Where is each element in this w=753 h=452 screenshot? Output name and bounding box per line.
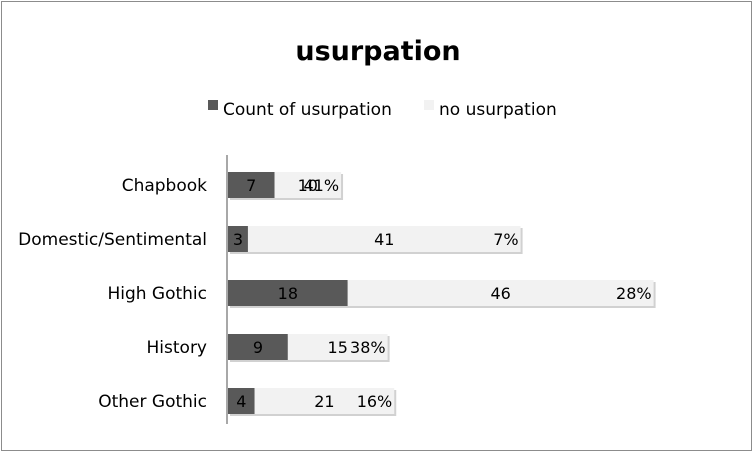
chart-title: usurpation xyxy=(295,36,460,67)
percent-label-domestic-sentimental: 7% xyxy=(493,230,518,249)
bar-domestic-sentimental-count-of-usurpation xyxy=(228,226,248,252)
percent-label-chapbook: 41% xyxy=(303,176,339,195)
value-label-high-gothic-count-of-usurpation: 18 xyxy=(278,284,298,303)
percent-label-history: 38% xyxy=(350,338,386,357)
bar-high-gothic-no-usurpation xyxy=(347,280,654,306)
legend-label-count-of-usurpation: Count of usurpation xyxy=(223,100,392,120)
category-label-history: History xyxy=(147,338,207,358)
value-label-history-no-usurpation: 15 xyxy=(328,338,348,357)
category-label-high-gothic: High Gothic xyxy=(107,284,207,304)
category-label-chapbook: Chapbook xyxy=(122,176,207,196)
category-label-other-gothic: Other Gothic xyxy=(98,392,207,412)
value-label-high-gothic-no-usurpation: 46 xyxy=(490,284,510,303)
value-label-chapbook-count-of-usurpation: 7 xyxy=(246,176,256,195)
legend-label-no-usurpation: no usurpation xyxy=(439,100,557,120)
value-label-domestic-sentimental-no-usurpation: 41 xyxy=(374,230,394,249)
bar-history-count-of-usurpation xyxy=(228,334,288,360)
value-label-chapbook-no-usurpation: 10 xyxy=(298,176,318,195)
bar-chapbook-count-of-usurpation xyxy=(228,172,275,198)
bar-other-gothic-count-of-usurpation xyxy=(228,388,255,414)
bars-group xyxy=(228,172,656,416)
percent-label-other-gothic: 16% xyxy=(357,392,393,411)
category-label-domestic-sentimental: Domestic/Sentimental xyxy=(18,230,207,250)
bar-chapbook-no-usurpation xyxy=(274,172,342,198)
legend-swatch-no-usurpation xyxy=(424,100,434,110)
bar-domestic-sentimental-no-usurpation xyxy=(247,226,521,252)
bar-other-gothic-no-usurpation xyxy=(254,388,395,414)
percent-label-high-gothic: 28% xyxy=(616,284,652,303)
value-label-domestic-sentimental-count-of-usurpation: 3 xyxy=(233,230,243,249)
bar-history-no-usurpation xyxy=(287,334,388,360)
value-label-other-gothic-count-of-usurpation: 4 xyxy=(236,392,246,411)
bar-high-gothic-count-of-usurpation xyxy=(228,280,348,306)
value-label-history-count-of-usurpation: 9 xyxy=(253,338,263,357)
value-label-other-gothic-no-usurpation: 21 xyxy=(314,392,334,411)
legend-swatch-count-of-usurpation xyxy=(208,100,218,110)
legend: Count of usurpation no usurpation xyxy=(208,100,557,120)
